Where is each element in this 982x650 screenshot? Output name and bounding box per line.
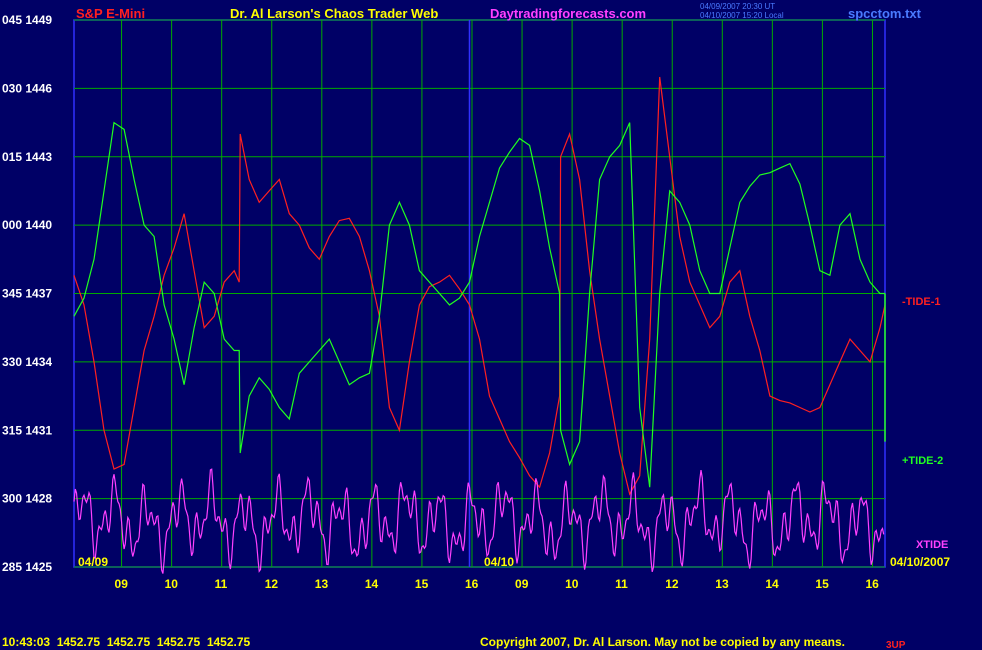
x-tick-label: 11	[615, 577, 628, 591]
y-axis-ticks: 285 1425 300 1428 315 1431 330 1434 345 1437…	[2, 13, 52, 574]
y-tick-label: 315 1431	[2, 423, 52, 437]
x-tick-label: 15	[815, 577, 829, 591]
y-tick-label: 330 1434	[2, 355, 52, 369]
timestamp-ut: 04/09/2007 20:30 UT	[700, 2, 775, 11]
copyright-notice: Copyright 2007, Dr. Al Larson. May not b…	[480, 635, 845, 649]
x-tick-label: 10	[565, 577, 579, 591]
y-tick-label: 345 1437	[2, 287, 52, 301]
x-tick-label: 13	[315, 577, 329, 591]
quote-readout: 10:43:03 1452.75 1452.75 1452.75 1452.75	[2, 635, 251, 649]
y-tick-label: 000 1440	[2, 218, 52, 232]
series-layer	[73, 76, 886, 574]
date-label-end: 04/10/2007	[890, 555, 950, 569]
x-tick-label: 12	[265, 577, 279, 591]
legend-tide2: +TIDE-2	[902, 455, 943, 467]
grid	[73, 19, 886, 568]
xtide-line	[73, 468, 885, 574]
tide1-line	[73, 76, 886, 496]
x-tick-label: 14	[365, 577, 379, 591]
y-tick-label: 030 1446	[2, 81, 52, 95]
instrument-label: S&P E-Mini	[76, 6, 145, 21]
x-tick-label: 12	[665, 577, 679, 591]
x-tick-label: 10	[165, 577, 179, 591]
data-filename: spcctom.txt	[848, 6, 922, 21]
x-axis-ticks: 09 10 11 12 13 14 15 16 09 10 11 12 13 14 15 16	[115, 577, 880, 591]
date-label-start: 04/09	[78, 555, 108, 569]
legend-tide1: -TIDE-1	[902, 296, 941, 308]
legend-xtide: XTIDE	[916, 539, 948, 551]
x-tick-label: 14	[765, 577, 779, 591]
x-tick-label: 11	[215, 577, 228, 591]
y-tick-label: 285 1425	[2, 560, 52, 574]
overlap-label: 3UP	[886, 640, 906, 650]
date-label-mid: 04/10	[484, 555, 514, 569]
tide2-line	[73, 121, 885, 488]
timestamp-local: 04/10/2007 15:20 Local	[700, 11, 784, 20]
x-tick-label: 15	[415, 577, 429, 591]
x-tick-label: 09	[515, 577, 529, 591]
chart-title: Dr. Al Larson's Chaos Trader Web	[230, 6, 438, 21]
y-tick-label: 015 1443	[2, 150, 52, 164]
x-tick-label: 16	[465, 577, 479, 591]
x-tick-label: 13	[715, 577, 729, 591]
x-tick-label: 09	[115, 577, 129, 591]
y-tick-label: 300 1428	[2, 492, 52, 506]
site-name: Daytradingforecasts.com	[490, 6, 646, 21]
y-tick-label: 045 1449	[2, 13, 52, 27]
x-tick-label: 16	[865, 577, 879, 591]
